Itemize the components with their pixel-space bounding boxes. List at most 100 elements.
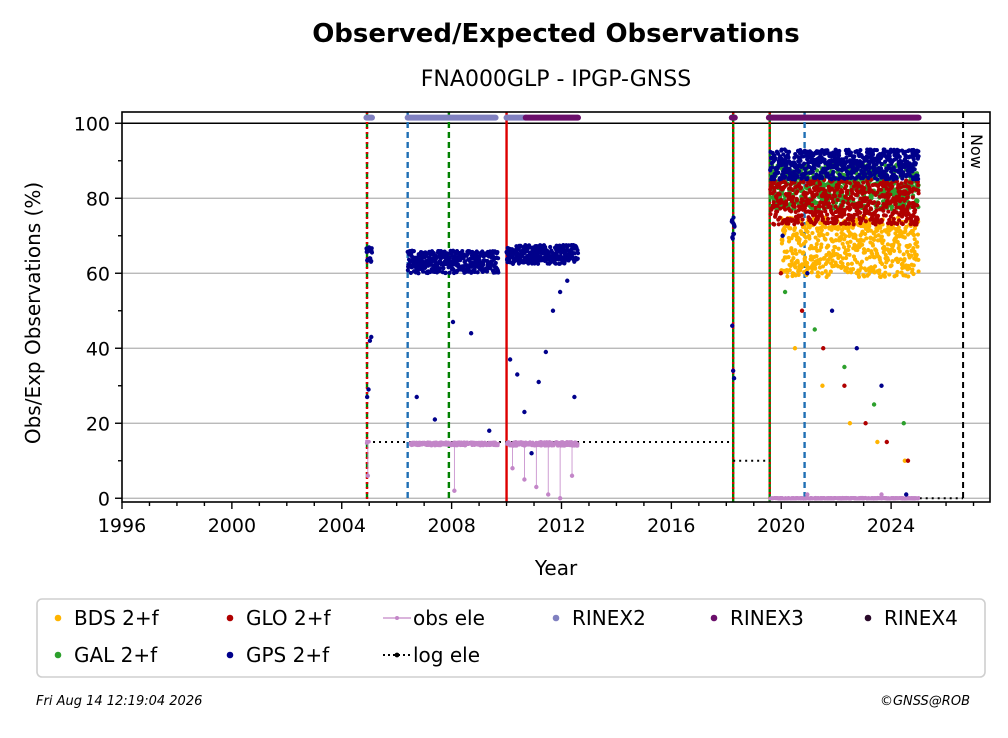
data-point-bds [803, 255, 807, 259]
data-point-bds [826, 244, 830, 248]
data-point-glo [880, 218, 884, 222]
outlier-point-gal [813, 327, 817, 331]
data-point-glo [783, 207, 787, 211]
outlier-point-obs_ele [522, 477, 526, 481]
data-point-bds [793, 248, 797, 252]
data-point-glo [795, 189, 799, 193]
data-point-bds [795, 232, 799, 236]
data-point-bds [820, 228, 824, 232]
data-point-glo [863, 190, 867, 194]
data-point-glo [881, 209, 885, 213]
data-point-bds [915, 244, 919, 248]
outlier-point-gal [783, 290, 787, 294]
outlier-point-bds [875, 440, 879, 444]
outlier-point-bds [793, 346, 797, 350]
data-point-glo [793, 205, 797, 209]
data-point-bds [864, 236, 868, 240]
data-point-bds [880, 234, 884, 238]
data-point-bds [915, 253, 919, 257]
data-point-glo [787, 192, 791, 196]
data-point-bds [794, 252, 798, 256]
data-point-glo [796, 220, 800, 224]
data-point-bds [816, 270, 820, 274]
data-point-bds [851, 267, 855, 271]
data-point-bds [912, 233, 916, 237]
data-point-bds [847, 244, 851, 248]
data-point-glo [805, 191, 809, 195]
data-point-glo [852, 222, 856, 226]
data-point-bds [902, 257, 906, 261]
outlier-point-gps [365, 395, 369, 399]
outlier-point-gps [366, 387, 370, 391]
data-point-glo [892, 217, 896, 221]
outlier-point-glo [863, 421, 867, 425]
outlier-point-gal [902, 421, 906, 425]
data-point-glo [818, 182, 822, 186]
data-point-glo [778, 192, 782, 196]
data-point-glo [862, 186, 866, 190]
data-point-glo [778, 216, 782, 220]
data-point-bds [848, 240, 852, 244]
data-point-bds [889, 263, 893, 267]
data-point-bds [844, 256, 848, 260]
data-point-bds [785, 274, 789, 278]
data-point-bds [813, 266, 817, 270]
data-point-glo [785, 182, 789, 186]
data-point-glo [840, 190, 844, 194]
data-point-bds [872, 238, 876, 242]
data-point-bds [810, 231, 814, 235]
data-point-gps [441, 266, 445, 270]
data-point-glo [800, 222, 804, 226]
data-point-bds [892, 249, 896, 253]
data-point-glo [835, 218, 839, 222]
outlier-point-glo [800, 309, 804, 313]
data-point-bds [906, 274, 910, 278]
data-point-glo [916, 183, 920, 187]
data-point-glo [789, 209, 793, 213]
data-point-bds [916, 232, 920, 236]
data-point-bds [883, 271, 887, 275]
data-point-glo [844, 184, 848, 188]
data-point-glo [800, 217, 804, 221]
data-point-gps [412, 249, 416, 253]
outlier-point-obs_ele [366, 474, 370, 478]
data-point-bds [860, 243, 864, 247]
data-point-bds [873, 264, 877, 268]
data-point-glo [772, 200, 776, 204]
data-point-bds [911, 246, 915, 250]
data-point-gps [370, 250, 374, 254]
data-point-bds [912, 263, 916, 267]
data-point-bds [793, 226, 797, 230]
plot-body [364, 112, 963, 502]
data-point-bds [836, 247, 840, 251]
data-point-glo [876, 214, 880, 218]
outlier-point-gps [368, 339, 372, 343]
data-point-bds [877, 268, 881, 272]
data-point-bds [791, 256, 795, 260]
data-point-glo [831, 200, 835, 204]
data-point-gps [460, 249, 464, 253]
data-point-glo [784, 202, 788, 206]
data-point-glo [828, 205, 832, 209]
data-point-glo [842, 200, 846, 204]
data-point-glo [775, 209, 779, 213]
data-point-gps [444, 271, 448, 275]
outlier-point-obs_ele [879, 492, 883, 496]
data-point-bds [788, 268, 792, 272]
data-point-bds [897, 243, 901, 247]
data-point-glo [913, 208, 917, 212]
data-point-bds [915, 240, 919, 244]
data-point-glo [906, 195, 910, 199]
data-point-glo [842, 212, 846, 216]
outlier-point-obs_ele [570, 474, 574, 478]
data-point-glo [825, 212, 829, 216]
data-point-bds [823, 237, 827, 241]
data-point-bds [823, 225, 827, 229]
outlier-point-gal [872, 402, 876, 406]
data-point-bds [819, 242, 823, 246]
data-point-obs_ele [576, 442, 579, 445]
data-point-bds [783, 229, 787, 233]
data-point-glo [833, 194, 837, 198]
data-point-obs_ele [917, 496, 920, 499]
